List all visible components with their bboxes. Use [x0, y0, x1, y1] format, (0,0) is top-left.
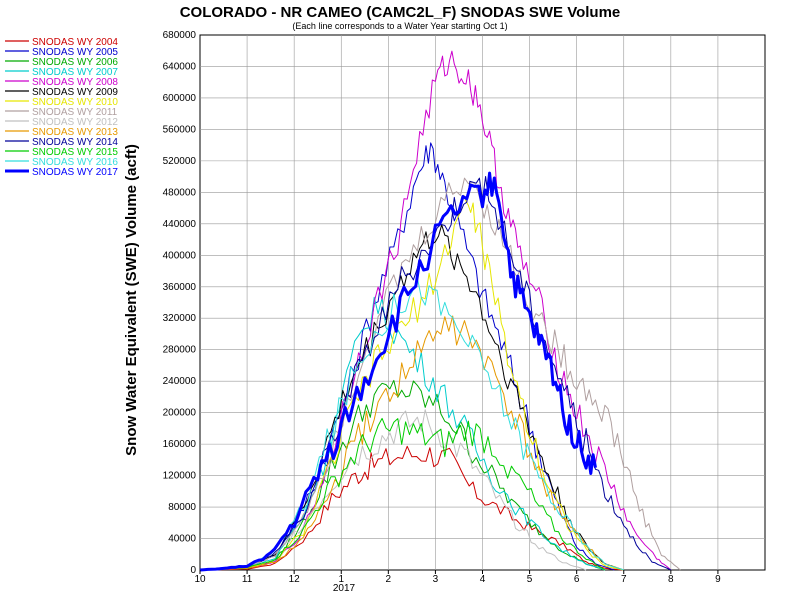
legend-label: SNODAS WY 2007: [32, 67, 118, 78]
series-line-snodas-wy-2014: [199, 176, 672, 571]
series-line-snodas-wy-2012: [199, 409, 587, 571]
series-line-snodas-wy-2005: [199, 142, 615, 571]
x-tick-label: 10: [194, 574, 206, 585]
y-tick-label: 160000: [163, 439, 197, 450]
series-lines: [199, 50, 681, 572]
series-line-snodas-wy-2015: [199, 417, 606, 571]
legend-label: SNODAS WY 2010: [32, 97, 118, 108]
x-tick-label: 6: [574, 574, 580, 585]
legend-label: SNODAS WY 2011: [32, 107, 118, 118]
y-tick-label: 400000: [163, 250, 197, 261]
series-line-snodas-wy-2009: [199, 224, 624, 571]
legend-label: SNODAS WY 2017: [32, 167, 118, 178]
y-tick-label: 0: [190, 565, 196, 576]
chart-subtitle: (Each line corresponds to a Water Year s…: [292, 21, 507, 31]
series-line-snodas-wy-2013: [199, 315, 624, 571]
series-line-snodas-wy-2016: [199, 277, 624, 571]
y-tick-label: 640000: [163, 61, 197, 72]
x-tick-label: 12: [289, 574, 301, 585]
legend-label: SNODAS WY 2005: [32, 47, 118, 58]
legend-label: SNODAS WY 2009: [32, 87, 118, 98]
y-tick-label: 520000: [163, 156, 197, 167]
series-line-snodas-wy-2017: [199, 171, 597, 572]
x-tick-label: 3: [433, 574, 439, 585]
x-tick-label: 11: [242, 574, 253, 585]
y-tick-label: 680000: [163, 30, 197, 41]
x-tick-label: 2: [386, 574, 392, 585]
series-line-snodas-wy-2008: [199, 50, 672, 571]
y-axis-ticks: 0 40000 80000 120000 160000 200000 240000 28000…: [163, 30, 197, 576]
y-axis-label: Snow Water Equivalent (SWE) Volume (acft…: [123, 144, 140, 456]
y-tick-label: 440000: [163, 219, 197, 230]
x-tick-label: 5: [527, 574, 533, 585]
y-tick-label: 120000: [163, 471, 197, 482]
y-tick-label: 200000: [163, 408, 197, 419]
legend-label: SNODAS WY 2012: [32, 117, 118, 128]
y-tick-label: 480000: [163, 187, 197, 198]
y-tick-label: 280000: [163, 345, 197, 356]
legend-label: SNODAS WY 2004: [32, 37, 118, 48]
x-tick-label: 1: [338, 574, 344, 585]
series-line-snodas-wy-2004: [199, 445, 624, 571]
y-tick-label: 320000: [163, 313, 197, 324]
legend-label: SNODAS WY 2013: [32, 127, 118, 138]
y-tick-label: 80000: [168, 502, 196, 513]
legend-label: SNODAS WY 2008: [32, 77, 118, 88]
legend-label: SNODAS WY 2006: [32, 57, 118, 68]
gridlines: [200, 35, 765, 570]
x-tick-label: 9: [715, 574, 721, 585]
y-tick-label: 40000: [168, 534, 196, 545]
series-line-snodas-wy-2010: [199, 194, 624, 571]
y-tick-label: 560000: [163, 124, 197, 135]
x-tick-label: 7: [621, 574, 627, 585]
y-tick-label: 240000: [163, 376, 197, 387]
legend-label: SNODAS WY 2016: [32, 157, 118, 168]
x-axis-ticks: 10 11 12 1 2 3 4 5 6 7 8 9: [194, 570, 721, 585]
x-tick-label: 4: [480, 574, 486, 585]
x-tick-label: 8: [668, 574, 674, 585]
y-tick-label: 600000: [163, 93, 197, 104]
y-tick-label: 360000: [163, 282, 197, 293]
x-axis-year-label: 2017: [333, 583, 356, 594]
series-line-snodas-wy-2011: [199, 177, 681, 571]
legend-label: SNODAS WY 2015: [32, 147, 118, 158]
chart-title: COLORADO - NR CAMEO (CAMC2L_F) SNODAS SW…: [180, 4, 621, 21]
legend-label: SNODAS WY 2014: [32, 137, 118, 148]
